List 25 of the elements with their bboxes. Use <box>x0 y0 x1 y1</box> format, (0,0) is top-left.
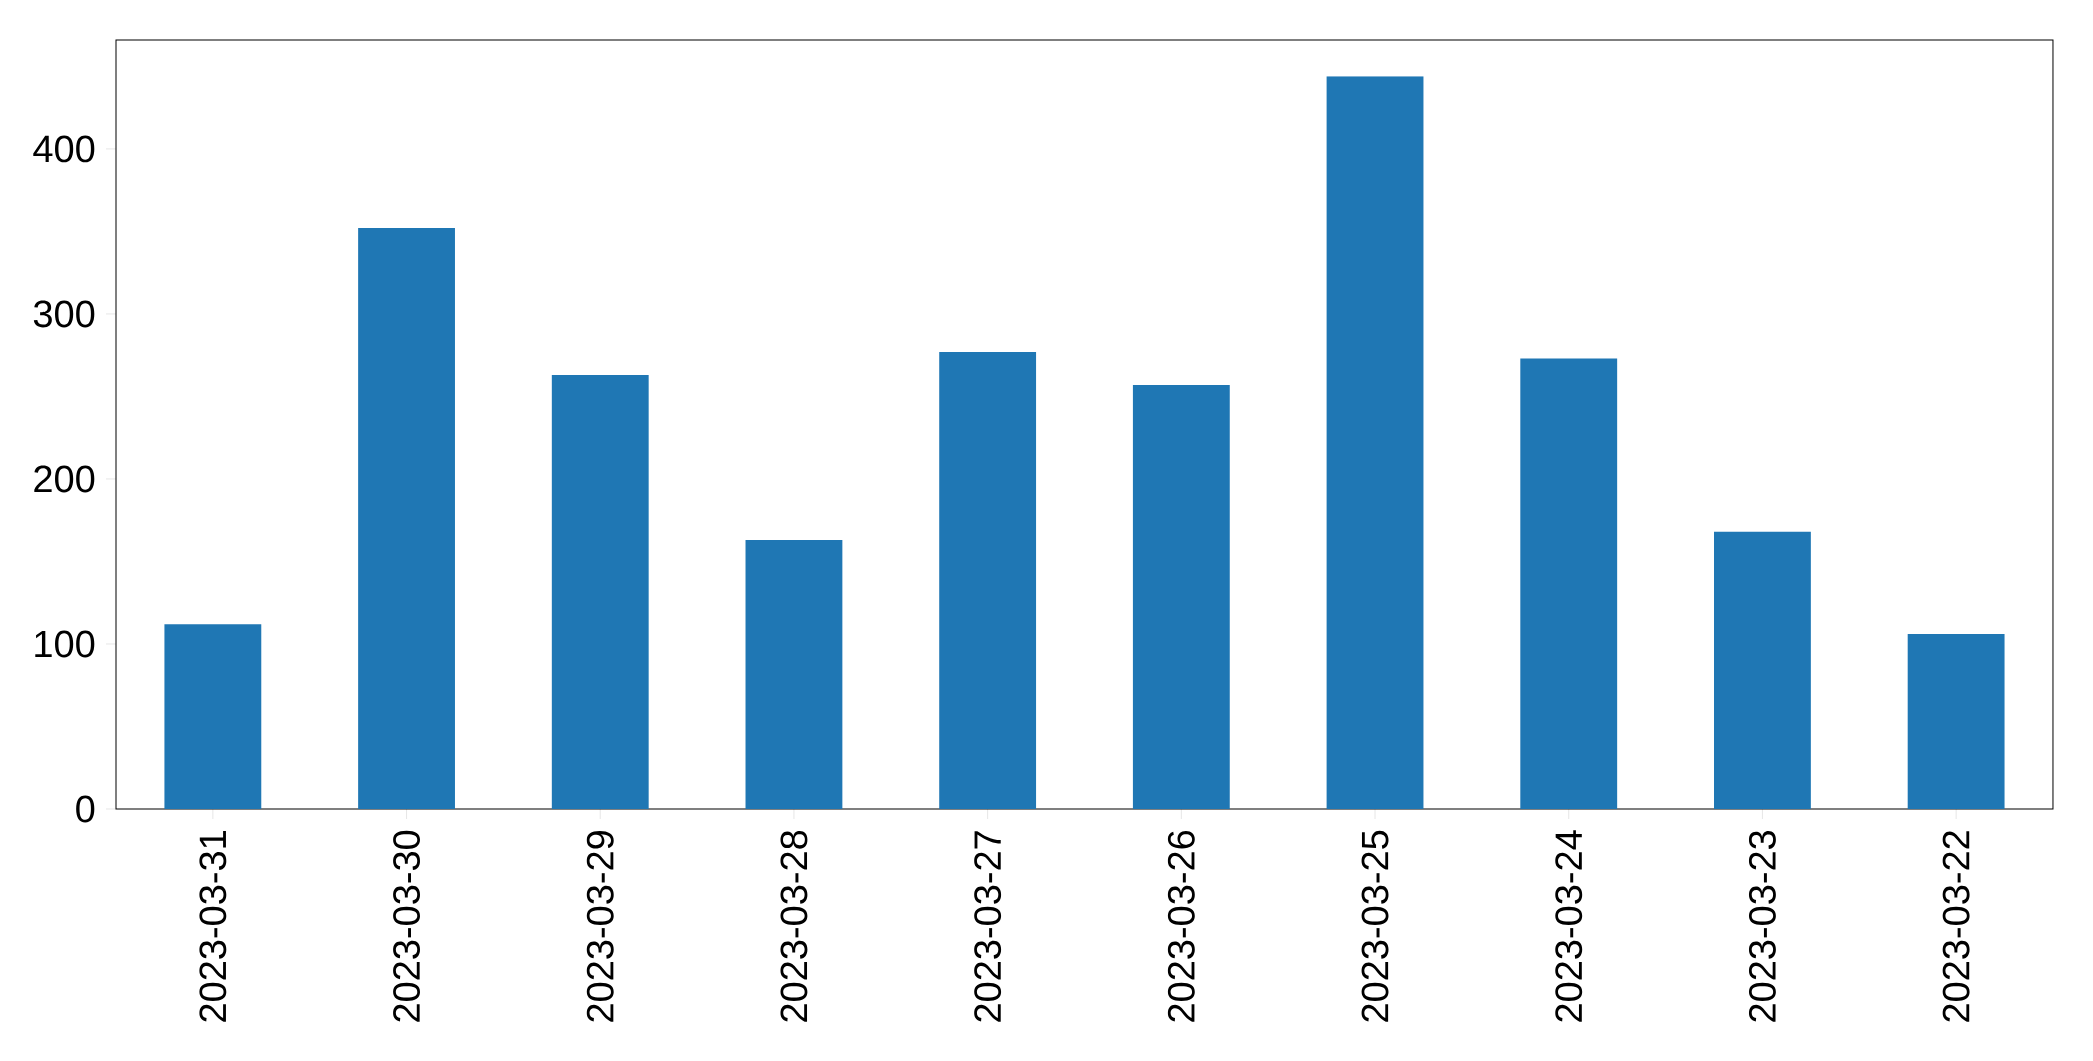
y-tick-label: 0 <box>76 795 95 823</box>
bar <box>1132 384 1230 809</box>
bar <box>1907 634 2005 809</box>
bar <box>551 374 649 809</box>
bar <box>358 228 455 809</box>
y-tick-label: 100 <box>35 630 95 658</box>
bar <box>939 351 1037 809</box>
bar <box>1714 531 1811 809</box>
bar <box>164 624 262 809</box>
x-tick-label: 2023-03-22 <box>1942 831 1970 1022</box>
bar <box>1520 358 1618 809</box>
x-tick-label: 2023-03-24 <box>1555 830 1583 1022</box>
x-tick-label: 2023-03-26 <box>1167 830 1195 1022</box>
y-tick-label: 200 <box>34 465 95 493</box>
bar <box>1326 76 1424 809</box>
bar <box>745 540 843 809</box>
x-tick-label: 2023-03-27 <box>974 831 1002 1022</box>
x-tick-label: 2023-03-31 <box>199 831 227 1022</box>
x-tick-label: 2023-03-23 <box>1748 830 1776 1022</box>
x-tick-label: 2023-03-29 <box>586 831 614 1022</box>
x-tick-label: 2023-03-30 <box>393 830 421 1022</box>
x-tick-label: 2023-03-28 <box>780 830 808 1022</box>
x-tick-label: 2023-03-25 <box>1361 830 1389 1022</box>
y-tick-label: 300 <box>33 300 95 328</box>
y-tick-label: 400 <box>33 135 95 163</box>
